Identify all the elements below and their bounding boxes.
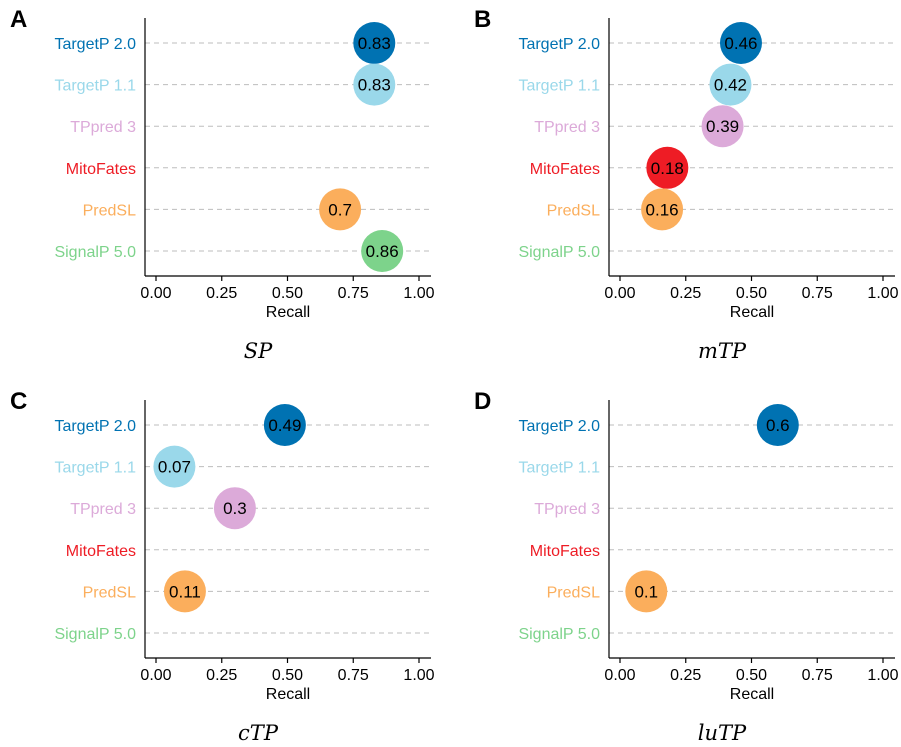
x-axis-title: Recall (266, 686, 310, 703)
x-axis-title: Recall (730, 304, 774, 321)
category-label: TargetP 1.1 (518, 78, 600, 95)
panel-caption: SP (244, 339, 273, 363)
panel-b: B TargetP 2.0 TargetP 1.1 TPpred 3 MitoFates… (474, 6, 899, 363)
x-tick-label: 0.25 (670, 285, 701, 302)
point-predsl (625, 570, 668, 613)
x-tick-label: 0.00 (140, 667, 171, 684)
category-label: MitoFates (66, 161, 136, 178)
category-label: MitoFates (530, 543, 600, 560)
category-label: TargetP 2.0 (54, 36, 136, 53)
x-tick-label: 0.00 (604, 667, 635, 684)
x-tick-label: 0.25 (670, 667, 701, 684)
x-axis-title: Recall (266, 304, 310, 321)
category-label: SignalP 5.0 (518, 244, 600, 261)
x-tick-label: 0.50 (272, 285, 303, 302)
category-label: SignalP 5.0 (54, 626, 136, 643)
panel-letter: A (10, 6, 27, 33)
data-label: 0.18 (651, 159, 684, 178)
category-label: MitoFates (530, 161, 600, 178)
point-predsl (319, 188, 362, 231)
data-label: 0.07 (158, 458, 191, 477)
point-tppred-3 (701, 105, 744, 148)
panel-caption: mTP (698, 339, 747, 363)
panel-letter: C (10, 388, 27, 415)
x-tick-label: 0.00 (140, 285, 171, 302)
category-label: SignalP 5.0 (518, 626, 600, 643)
point-targetp-1-1 (153, 445, 196, 488)
x-tick-label: 0.50 (736, 667, 767, 684)
category-label: PredSL (547, 584, 600, 601)
data-label: 0.83 (358, 34, 391, 53)
x-tick-label: 0.50 (736, 285, 767, 302)
point-targetp-1-1 (709, 63, 752, 106)
panel-caption: cTP (238, 721, 279, 742)
category-label: PredSL (83, 202, 136, 219)
category-label: TargetP 2.0 (54, 418, 136, 435)
x-tick-label: 0.00 (604, 285, 635, 302)
category-label: TargetP 2.0 (518, 418, 600, 435)
category-label: MitoFates (66, 543, 136, 560)
x-axis-title: Recall (730, 686, 774, 703)
panel-a: A TargetP 2.0 TargetP 1.1 TPpred 3 MitoFates… (10, 6, 435, 363)
panel-letter: D (474, 388, 491, 415)
point-targetp-2-0 (353, 22, 396, 64)
panel-caption: luTP (698, 721, 747, 742)
x-tick-label: 0.25 (206, 285, 237, 302)
data-label: 0.3 (223, 499, 247, 518)
x-tick-label: 1.00 (867, 285, 898, 302)
category-label: TargetP 2.0 (518, 36, 600, 53)
x-tick-label: 0.75 (338, 285, 369, 302)
category-label: TPpred 3 (534, 501, 600, 518)
point-predsl (163, 570, 206, 613)
point-predsl (641, 188, 684, 231)
x-tick-label: 1.00 (403, 285, 434, 302)
point-targetp-1-1 (353, 63, 396, 106)
x-tick-label: 0.75 (802, 667, 833, 684)
category-label: PredSL (83, 584, 136, 601)
category-label: TargetP 1.1 (54, 78, 136, 95)
category-label: TPpred 3 (70, 501, 136, 518)
panel-d: D TargetP 2.0 TargetP 1.1 TPpred 3 MitoFates… (474, 388, 899, 745)
data-label: 0.46 (724, 34, 757, 53)
point-targetp-2-0 (719, 22, 762, 64)
data-label: 0.11 (169, 582, 201, 601)
point-tppred-3 (213, 487, 256, 530)
data-label: 0.16 (646, 200, 679, 219)
data-label: 0.49 (268, 416, 301, 435)
point-targetp-2-0 (756, 404, 799, 446)
data-label: 0.1 (634, 582, 658, 601)
point-mitofates (646, 146, 689, 189)
data-label: 0.86 (366, 242, 399, 261)
data-label: 0.6 (766, 416, 790, 435)
x-tick-label: 0.50 (272, 667, 303, 684)
panel-letter: B (474, 6, 491, 33)
x-tick-label: 1.00 (403, 667, 434, 684)
data-label: 0.42 (714, 76, 747, 95)
category-label: PredSL (547, 202, 600, 219)
category-label: TPpred 3 (534, 119, 600, 136)
x-tick-label: 1.00 (867, 667, 898, 684)
panel-c: C TargetP 2.0 TargetP 1.1 TPpred 3 MitoFates… (10, 388, 435, 745)
x-tick-label: 0.75 (802, 285, 833, 302)
data-label: 0.83 (358, 76, 391, 95)
data-label: 0.39 (706, 117, 739, 136)
x-tick-label: 0.25 (206, 667, 237, 684)
data-label: 0.7 (328, 200, 352, 219)
category-label: TargetP 1.1 (54, 460, 136, 477)
category-label: TargetP 1.1 (518, 460, 600, 477)
category-label: SignalP 5.0 (54, 244, 136, 261)
point-signalp-5-0 (361, 230, 404, 272)
category-label: TPpred 3 (70, 119, 136, 136)
x-tick-label: 0.75 (338, 667, 369, 684)
point-targetp-2-0 (263, 404, 306, 446)
